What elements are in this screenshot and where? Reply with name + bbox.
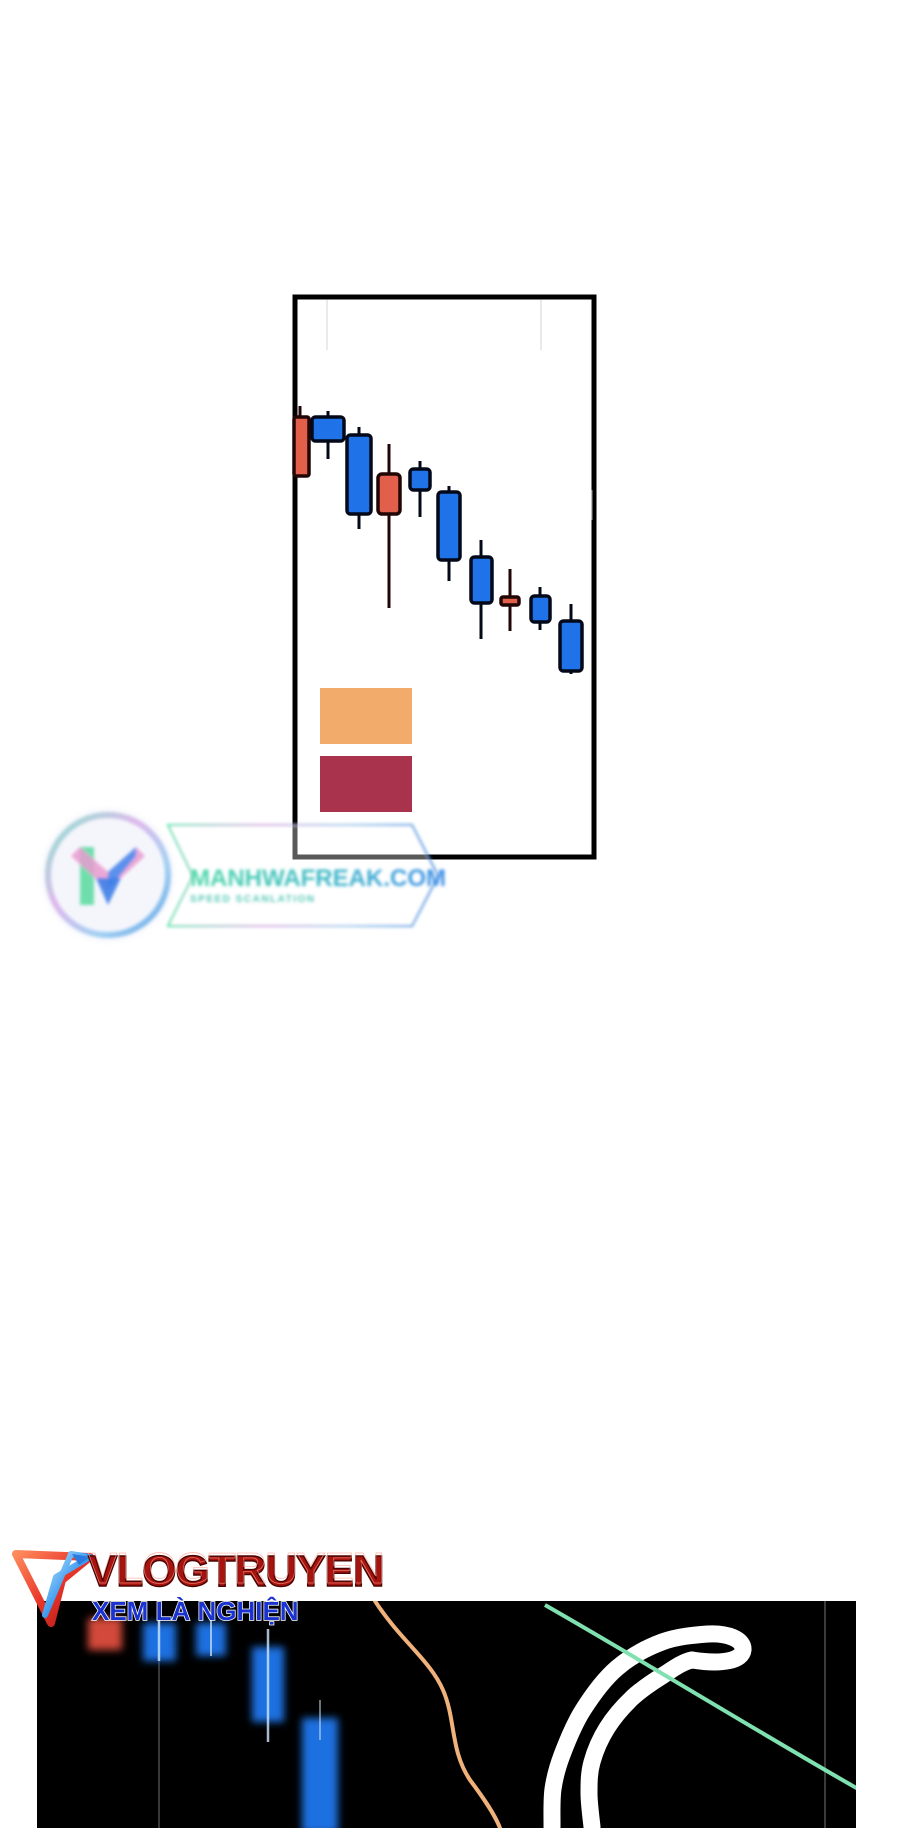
svg-text:VLOGTRUYEN: VLOGTRUYEN xyxy=(88,1544,384,1593)
svg-text:XEM LÀ NGHIỆN: XEM LÀ NGHIỆN xyxy=(92,1596,299,1626)
